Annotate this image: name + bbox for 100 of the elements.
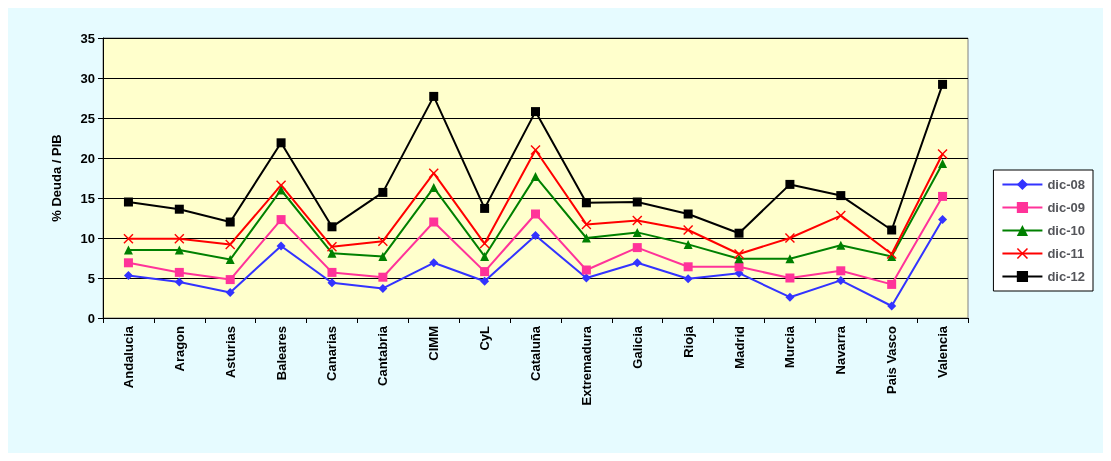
point	[378, 187, 388, 197]
x-tick-label: Galicia	[629, 325, 645, 369]
point	[276, 215, 286, 225]
x-tick-label: Valencia	[935, 325, 951, 379]
point	[276, 180, 287, 191]
point	[123, 197, 133, 207]
point	[276, 241, 286, 251]
point	[429, 217, 439, 227]
point	[378, 272, 388, 282]
point	[581, 273, 591, 283]
x-tick-label: Cantabria	[375, 325, 391, 386]
point	[225, 275, 235, 285]
y-tick-label: 25	[80, 110, 95, 126]
x-tick-label: Rioja	[680, 325, 696, 358]
point	[734, 254, 744, 264]
point	[327, 222, 337, 232]
point	[174, 277, 184, 287]
point	[378, 251, 388, 261]
point	[480, 251, 490, 261]
y-tick-label: 15	[80, 190, 95, 206]
point	[225, 217, 235, 227]
point	[887, 279, 897, 289]
point	[378, 283, 388, 293]
point	[836, 275, 846, 285]
x-tick-label: Baleares	[273, 326, 289, 381]
point	[174, 204, 184, 214]
point	[123, 245, 133, 255]
x-tick-label: CIMM	[426, 326, 442, 361]
x-tick-label: Madrid	[731, 325, 747, 369]
point	[531, 107, 540, 117]
x-tick-label: Canarias	[324, 326, 340, 381]
point	[581, 233, 591, 243]
point	[327, 267, 337, 277]
point	[429, 258, 439, 268]
point	[938, 79, 948, 89]
x-tick-label: Murcia	[782, 325, 798, 368]
point	[785, 273, 795, 283]
point	[632, 215, 643, 226]
point	[835, 210, 846, 221]
point	[174, 245, 184, 255]
x-tick-label: Asturias	[222, 326, 238, 379]
point	[734, 262, 744, 272]
point	[785, 292, 795, 302]
point	[429, 91, 439, 101]
point	[480, 267, 490, 277]
point	[836, 266, 846, 276]
point	[632, 227, 642, 237]
point	[734, 228, 744, 238]
point	[123, 258, 133, 268]
point	[428, 168, 439, 179]
point	[531, 209, 540, 219]
point	[734, 249, 745, 259]
point	[581, 265, 591, 275]
point	[123, 271, 133, 281]
point	[632, 243, 642, 253]
point	[123, 233, 134, 244]
y-tick-label: 5	[87, 270, 95, 286]
legend-label: dic-09	[1047, 200, 1086, 215]
point	[683, 274, 693, 284]
legend-label: dic-08	[1047, 177, 1086, 192]
point	[785, 179, 795, 189]
point	[683, 209, 693, 219]
point	[938, 159, 948, 169]
y-tick-label: 30	[80, 70, 95, 86]
point	[581, 219, 592, 230]
legend-label: dic-11	[1047, 246, 1085, 261]
point	[531, 171, 540, 181]
point	[327, 248, 337, 258]
point	[480, 203, 490, 213]
point	[887, 301, 897, 311]
point	[632, 258, 642, 268]
y-tick-label: 10	[80, 230, 95, 246]
point	[174, 233, 185, 244]
x-tick-label: Navarra	[833, 325, 849, 375]
point	[225, 287, 235, 297]
point	[938, 215, 948, 225]
point	[377, 236, 388, 247]
point	[836, 240, 846, 250]
point	[683, 262, 693, 272]
point	[632, 197, 642, 207]
y-tick-label: 20	[80, 150, 95, 166]
point	[479, 238, 490, 249]
point	[326, 241, 337, 252]
x-tick-label: Cataluña	[528, 325, 543, 381]
point	[785, 254, 795, 264]
point	[683, 239, 693, 249]
point	[276, 185, 286, 195]
point	[480, 276, 490, 286]
point	[531, 231, 540, 241]
point	[276, 138, 286, 148]
point	[938, 191, 948, 201]
x-tick-label: Andalucia	[120, 325, 136, 389]
point	[683, 225, 694, 235]
point	[327, 278, 337, 288]
point	[581, 198, 591, 208]
point	[836, 191, 846, 201]
legend-label: dic-12	[1047, 269, 1086, 284]
point	[174, 267, 184, 277]
y-tick-label: 35	[80, 30, 95, 46]
point	[225, 239, 236, 250]
